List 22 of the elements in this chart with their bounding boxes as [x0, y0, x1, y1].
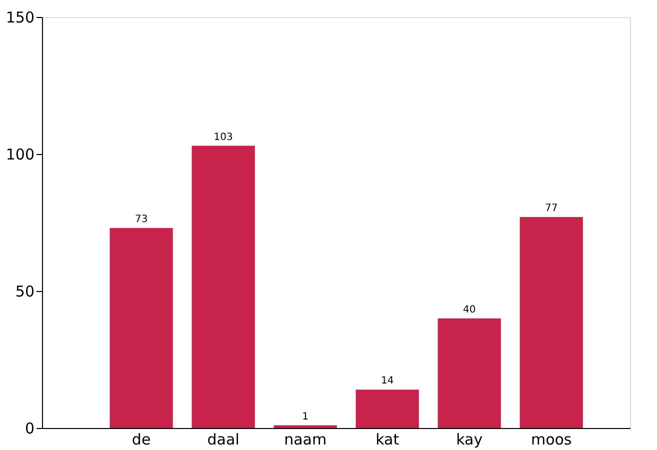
bar [356, 390, 419, 428]
x-tick-label: kay [456, 430, 483, 448]
bar [274, 425, 337, 428]
data-label: 77 [544, 203, 558, 214]
x-tick-label: daal [207, 430, 240, 448]
x-tick-label: naam [284, 430, 327, 448]
data-label: 40 [462, 304, 476, 316]
x-tick-label: de [132, 430, 151, 448]
data-label: 1 [302, 411, 309, 422]
bar [192, 146, 255, 428]
bar [110, 228, 173, 428]
data-label: 73 [134, 214, 148, 225]
bar [438, 318, 501, 428]
x-tick-label: moos [530, 430, 572, 448]
data-label: 103 [214, 132, 233, 143]
y-tick-label: 100 [6, 146, 34, 164]
x-tick-label: kat [376, 430, 400, 448]
y-tick-label: 150 [6, 8, 34, 26]
data-label: 14 [380, 376, 394, 387]
bar [520, 217, 583, 428]
y-tick-label: 0 [24, 420, 34, 438]
y-tick-label: 50 [15, 282, 34, 300]
